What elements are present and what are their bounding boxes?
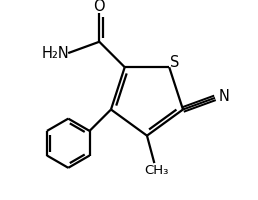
Text: N: N <box>219 89 230 104</box>
Text: S: S <box>170 55 180 70</box>
Text: H₂N: H₂N <box>42 46 70 61</box>
Text: O: O <box>93 0 105 14</box>
Text: CH₃: CH₃ <box>144 164 168 177</box>
